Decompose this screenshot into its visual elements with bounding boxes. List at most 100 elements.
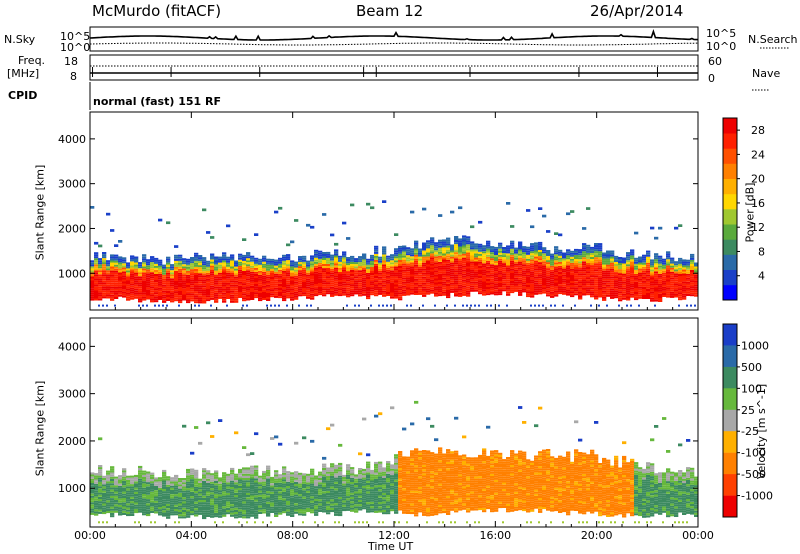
data-cell <box>174 492 179 495</box>
data-cell <box>294 295 299 298</box>
data-cell <box>134 290 139 293</box>
data-cell <box>146 265 151 268</box>
near-range-echo <box>466 304 468 307</box>
data-cell <box>258 266 263 269</box>
data-cell <box>366 297 371 300</box>
data-cell <box>438 282 443 284</box>
data-cell <box>258 494 263 497</box>
data-cell <box>210 503 215 506</box>
data-cell <box>654 273 659 276</box>
data-cell <box>250 484 255 487</box>
data-cell <box>298 509 303 512</box>
data-cell <box>242 289 247 292</box>
data-cell <box>326 255 331 258</box>
data-cell <box>190 502 195 505</box>
data-cell <box>130 257 135 260</box>
data-cell <box>138 485 143 488</box>
data-cell <box>594 253 599 256</box>
data-cell <box>362 265 367 268</box>
data-cell <box>238 475 243 478</box>
data-cell <box>438 255 443 258</box>
data-cell <box>146 514 151 517</box>
data-cell <box>326 507 331 510</box>
data-cell <box>254 284 259 286</box>
data-cell <box>246 478 251 481</box>
data-cell <box>574 267 579 269</box>
data-cell <box>478 268 483 270</box>
data-cell <box>482 249 487 252</box>
data-cell <box>450 278 455 281</box>
data-cell <box>530 279 535 282</box>
data-cell <box>462 249 467 252</box>
data-cell <box>250 296 255 298</box>
data-cell <box>578 267 583 270</box>
data-cell <box>198 293 203 296</box>
data-cell <box>206 491 211 494</box>
data-cell <box>274 271 279 274</box>
data-cell <box>582 287 587 290</box>
data-cell <box>118 258 123 261</box>
data-cell <box>234 503 239 506</box>
data-cell <box>590 253 595 255</box>
data-cell <box>122 259 127 262</box>
data-cell <box>118 278 123 281</box>
data-cell <box>138 292 143 295</box>
data-cell <box>526 248 531 251</box>
data-cell <box>262 296 267 298</box>
data-cell <box>222 506 227 509</box>
data-cell <box>238 490 243 493</box>
data-cell <box>162 288 167 291</box>
data-cell <box>634 263 639 266</box>
data-cell <box>170 498 175 501</box>
data-cell <box>430 251 435 254</box>
data-cell <box>174 494 179 497</box>
data-cell <box>362 257 367 260</box>
data-cell <box>430 287 435 290</box>
data-cell <box>234 499 239 502</box>
data-cell <box>530 293 535 296</box>
data-cell <box>230 260 235 263</box>
data-cell <box>174 295 179 298</box>
data-cell <box>298 290 303 293</box>
data-cell <box>494 293 499 296</box>
scatter-echo <box>678 224 683 227</box>
data-cell <box>362 261 367 264</box>
data-cell <box>170 483 175 486</box>
data-cell <box>410 270 415 273</box>
data-cell <box>374 276 379 278</box>
data-cell <box>598 261 603 264</box>
data-cell <box>358 260 363 263</box>
data-cell <box>630 273 635 276</box>
data-cell <box>290 506 295 509</box>
data-cell <box>146 281 151 284</box>
data-cell <box>558 249 563 252</box>
data-cell <box>326 488 331 491</box>
data-cell <box>174 279 179 281</box>
data-cell <box>310 295 315 298</box>
data-cell <box>306 292 311 295</box>
data-cell <box>666 251 671 254</box>
data-cell <box>582 255 587 258</box>
data-cell <box>110 495 115 498</box>
data-cell <box>114 297 119 299</box>
data-cell <box>194 491 199 494</box>
data-cell <box>466 246 471 249</box>
data-cell <box>518 269 523 272</box>
data-cell <box>142 498 147 501</box>
data-cell <box>670 259 675 262</box>
data-cell <box>250 261 255 264</box>
data-cell <box>242 283 247 286</box>
data-cell <box>246 274 251 277</box>
data-cell <box>186 283 191 285</box>
data-cell <box>670 289 675 292</box>
data-cell <box>442 275 447 278</box>
data-cell <box>214 280 219 283</box>
data-cell <box>230 274 235 277</box>
data-cell <box>426 280 431 283</box>
data-cell <box>350 268 355 270</box>
data-cell <box>102 260 107 263</box>
data-cell <box>262 488 267 491</box>
data-cell <box>294 488 299 491</box>
data-cell <box>610 254 615 257</box>
data-cell <box>554 284 559 287</box>
